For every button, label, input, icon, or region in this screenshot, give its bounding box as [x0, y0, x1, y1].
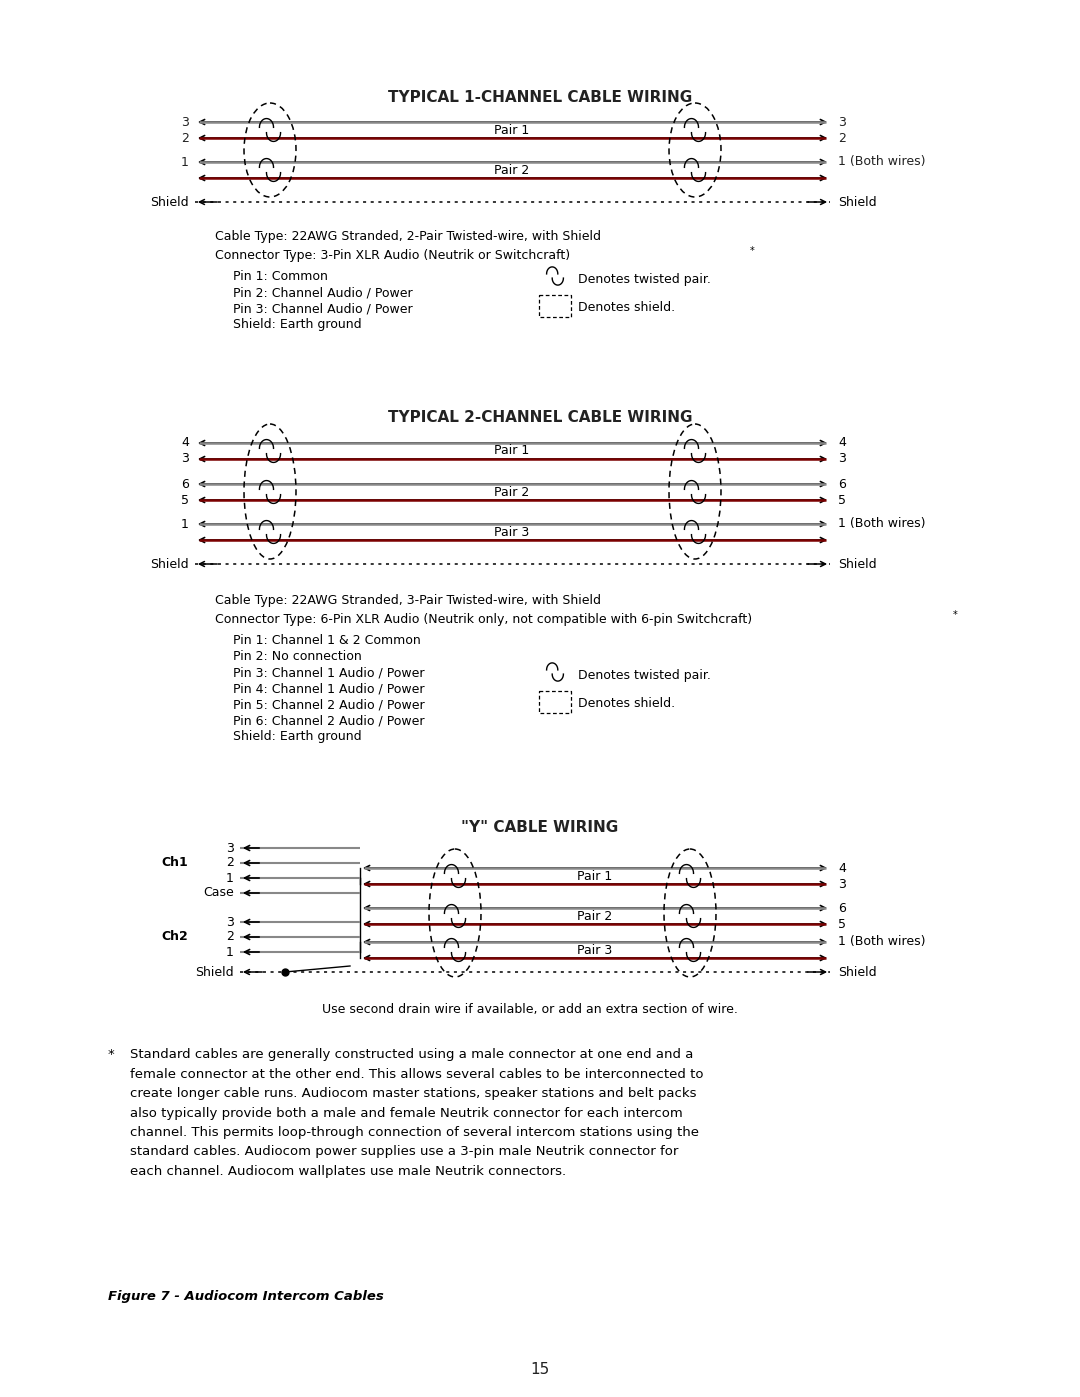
Text: Shield: Shield [838, 196, 877, 208]
Text: Denotes twisted pair.: Denotes twisted pair. [578, 669, 711, 682]
Text: 3: 3 [838, 116, 846, 129]
Text: 1: 1 [226, 872, 234, 884]
Text: Ch2: Ch2 [161, 930, 188, 943]
Text: 4: 4 [181, 436, 189, 450]
Text: TYPICAL 2-CHANNEL CABLE WIRING: TYPICAL 2-CHANNEL CABLE WIRING [388, 411, 692, 426]
Text: *: * [750, 246, 755, 256]
Text: Pin 2: Channel Audio / Power: Pin 2: Channel Audio / Power [233, 286, 413, 299]
Text: 1 (Both wires): 1 (Both wires) [838, 155, 926, 169]
Text: Pin 1: Common: Pin 1: Common [233, 270, 328, 284]
Text: 3: 3 [838, 453, 846, 465]
Text: Pair 1: Pair 1 [495, 444, 529, 457]
Text: Pin 2: No connection: Pin 2: No connection [233, 650, 362, 664]
Text: 2: 2 [181, 131, 189, 144]
Text: Pair 2: Pair 2 [578, 909, 612, 922]
Text: 3: 3 [181, 453, 189, 465]
Text: 6: 6 [838, 478, 846, 490]
Text: Pair 3: Pair 3 [578, 943, 612, 957]
Text: *: * [953, 610, 958, 620]
Text: 3: 3 [226, 841, 234, 855]
Text: Ch1: Ch1 [161, 856, 188, 869]
Text: Shield: Shield [150, 557, 189, 570]
Text: Use second drain wire if available, or add an extra section of wire.: Use second drain wire if available, or a… [322, 1003, 738, 1016]
Text: Cable Type: 22AWG Stranded, 2-Pair Twisted-wire, with Shield: Cable Type: 22AWG Stranded, 2-Pair Twist… [215, 231, 600, 243]
Text: 15: 15 [530, 1362, 550, 1377]
Text: 1: 1 [181, 155, 189, 169]
Text: Pair 3: Pair 3 [495, 525, 529, 538]
Text: 3: 3 [181, 116, 189, 129]
Text: Connector Type: 3-Pin XLR Audio (Neutrik or Switchcraft): Connector Type: 3-Pin XLR Audio (Neutrik… [215, 249, 570, 263]
Text: 2: 2 [226, 856, 234, 869]
Text: Shield: Shield [838, 965, 877, 978]
Text: Shield: Shield [150, 196, 189, 208]
Text: 4: 4 [838, 436, 846, 450]
Text: Denotes shield.: Denotes shield. [578, 697, 675, 710]
Text: 1 (Both wires): 1 (Both wires) [838, 517, 926, 531]
Text: 3: 3 [226, 915, 234, 929]
Text: Pin 3: Channel Audio / Power: Pin 3: Channel Audio / Power [233, 302, 413, 314]
Text: Denotes shield.: Denotes shield. [578, 302, 675, 314]
Text: Pin 3: Channel 1 Audio / Power: Pin 3: Channel 1 Audio / Power [233, 666, 424, 679]
Text: 3: 3 [838, 877, 846, 890]
Text: 2: 2 [226, 930, 234, 943]
Text: 6: 6 [838, 901, 846, 915]
Text: "Y" CABLE WIRING: "Y" CABLE WIRING [461, 820, 619, 835]
Text: Pin 5: Channel 2 Audio / Power: Pin 5: Channel 2 Audio / Power [233, 698, 424, 711]
Text: 2: 2 [838, 131, 846, 144]
Text: Pair 1: Pair 1 [495, 123, 529, 137]
Text: 5: 5 [181, 493, 189, 507]
Text: 5: 5 [838, 918, 846, 930]
Text: Pin 4: Channel 1 Audio / Power: Pin 4: Channel 1 Audio / Power [233, 682, 424, 694]
Text: Shield: Shield [838, 557, 877, 570]
Text: 1 (Both wires): 1 (Both wires) [838, 936, 926, 949]
Text: 6: 6 [181, 478, 189, 490]
Text: Denotes twisted pair.: Denotes twisted pair. [578, 272, 711, 286]
Text: 4: 4 [838, 862, 846, 875]
Text: Pin 1: Channel 1 & 2 Common: Pin 1: Channel 1 & 2 Common [233, 634, 421, 647]
Text: TYPICAL 1-CHANNEL CABLE WIRING: TYPICAL 1-CHANNEL CABLE WIRING [388, 91, 692, 106]
Text: 1: 1 [181, 517, 189, 531]
Text: Standard cables are generally constructed using a male connector at one end and : Standard cables are generally constructe… [130, 1048, 703, 1178]
Text: Pair 1: Pair 1 [578, 869, 612, 883]
Text: Connector Type: 6-Pin XLR Audio (Neutrik only, not compatible with 6-pin Switchc: Connector Type: 6-Pin XLR Audio (Neutrik… [215, 613, 752, 626]
Text: Pin 6: Channel 2 Audio / Power: Pin 6: Channel 2 Audio / Power [233, 714, 424, 726]
Text: Cable Type: 22AWG Stranded, 3-Pair Twisted-wire, with Shield: Cable Type: 22AWG Stranded, 3-Pair Twist… [215, 594, 600, 608]
Text: Pair 2: Pair 2 [495, 486, 529, 499]
Text: 1: 1 [226, 946, 234, 958]
Text: 5: 5 [838, 493, 846, 507]
Text: Shield: Earth ground: Shield: Earth ground [233, 319, 362, 331]
Text: Shield: Earth ground: Shield: Earth ground [233, 731, 362, 743]
Text: Figure 7 - Audiocom Intercom Cables: Figure 7 - Audiocom Intercom Cables [108, 1289, 383, 1303]
Text: Shield: Shield [195, 965, 234, 978]
Text: Case: Case [203, 887, 234, 900]
Text: Pair 2: Pair 2 [495, 163, 529, 176]
Text: *: * [108, 1048, 114, 1060]
